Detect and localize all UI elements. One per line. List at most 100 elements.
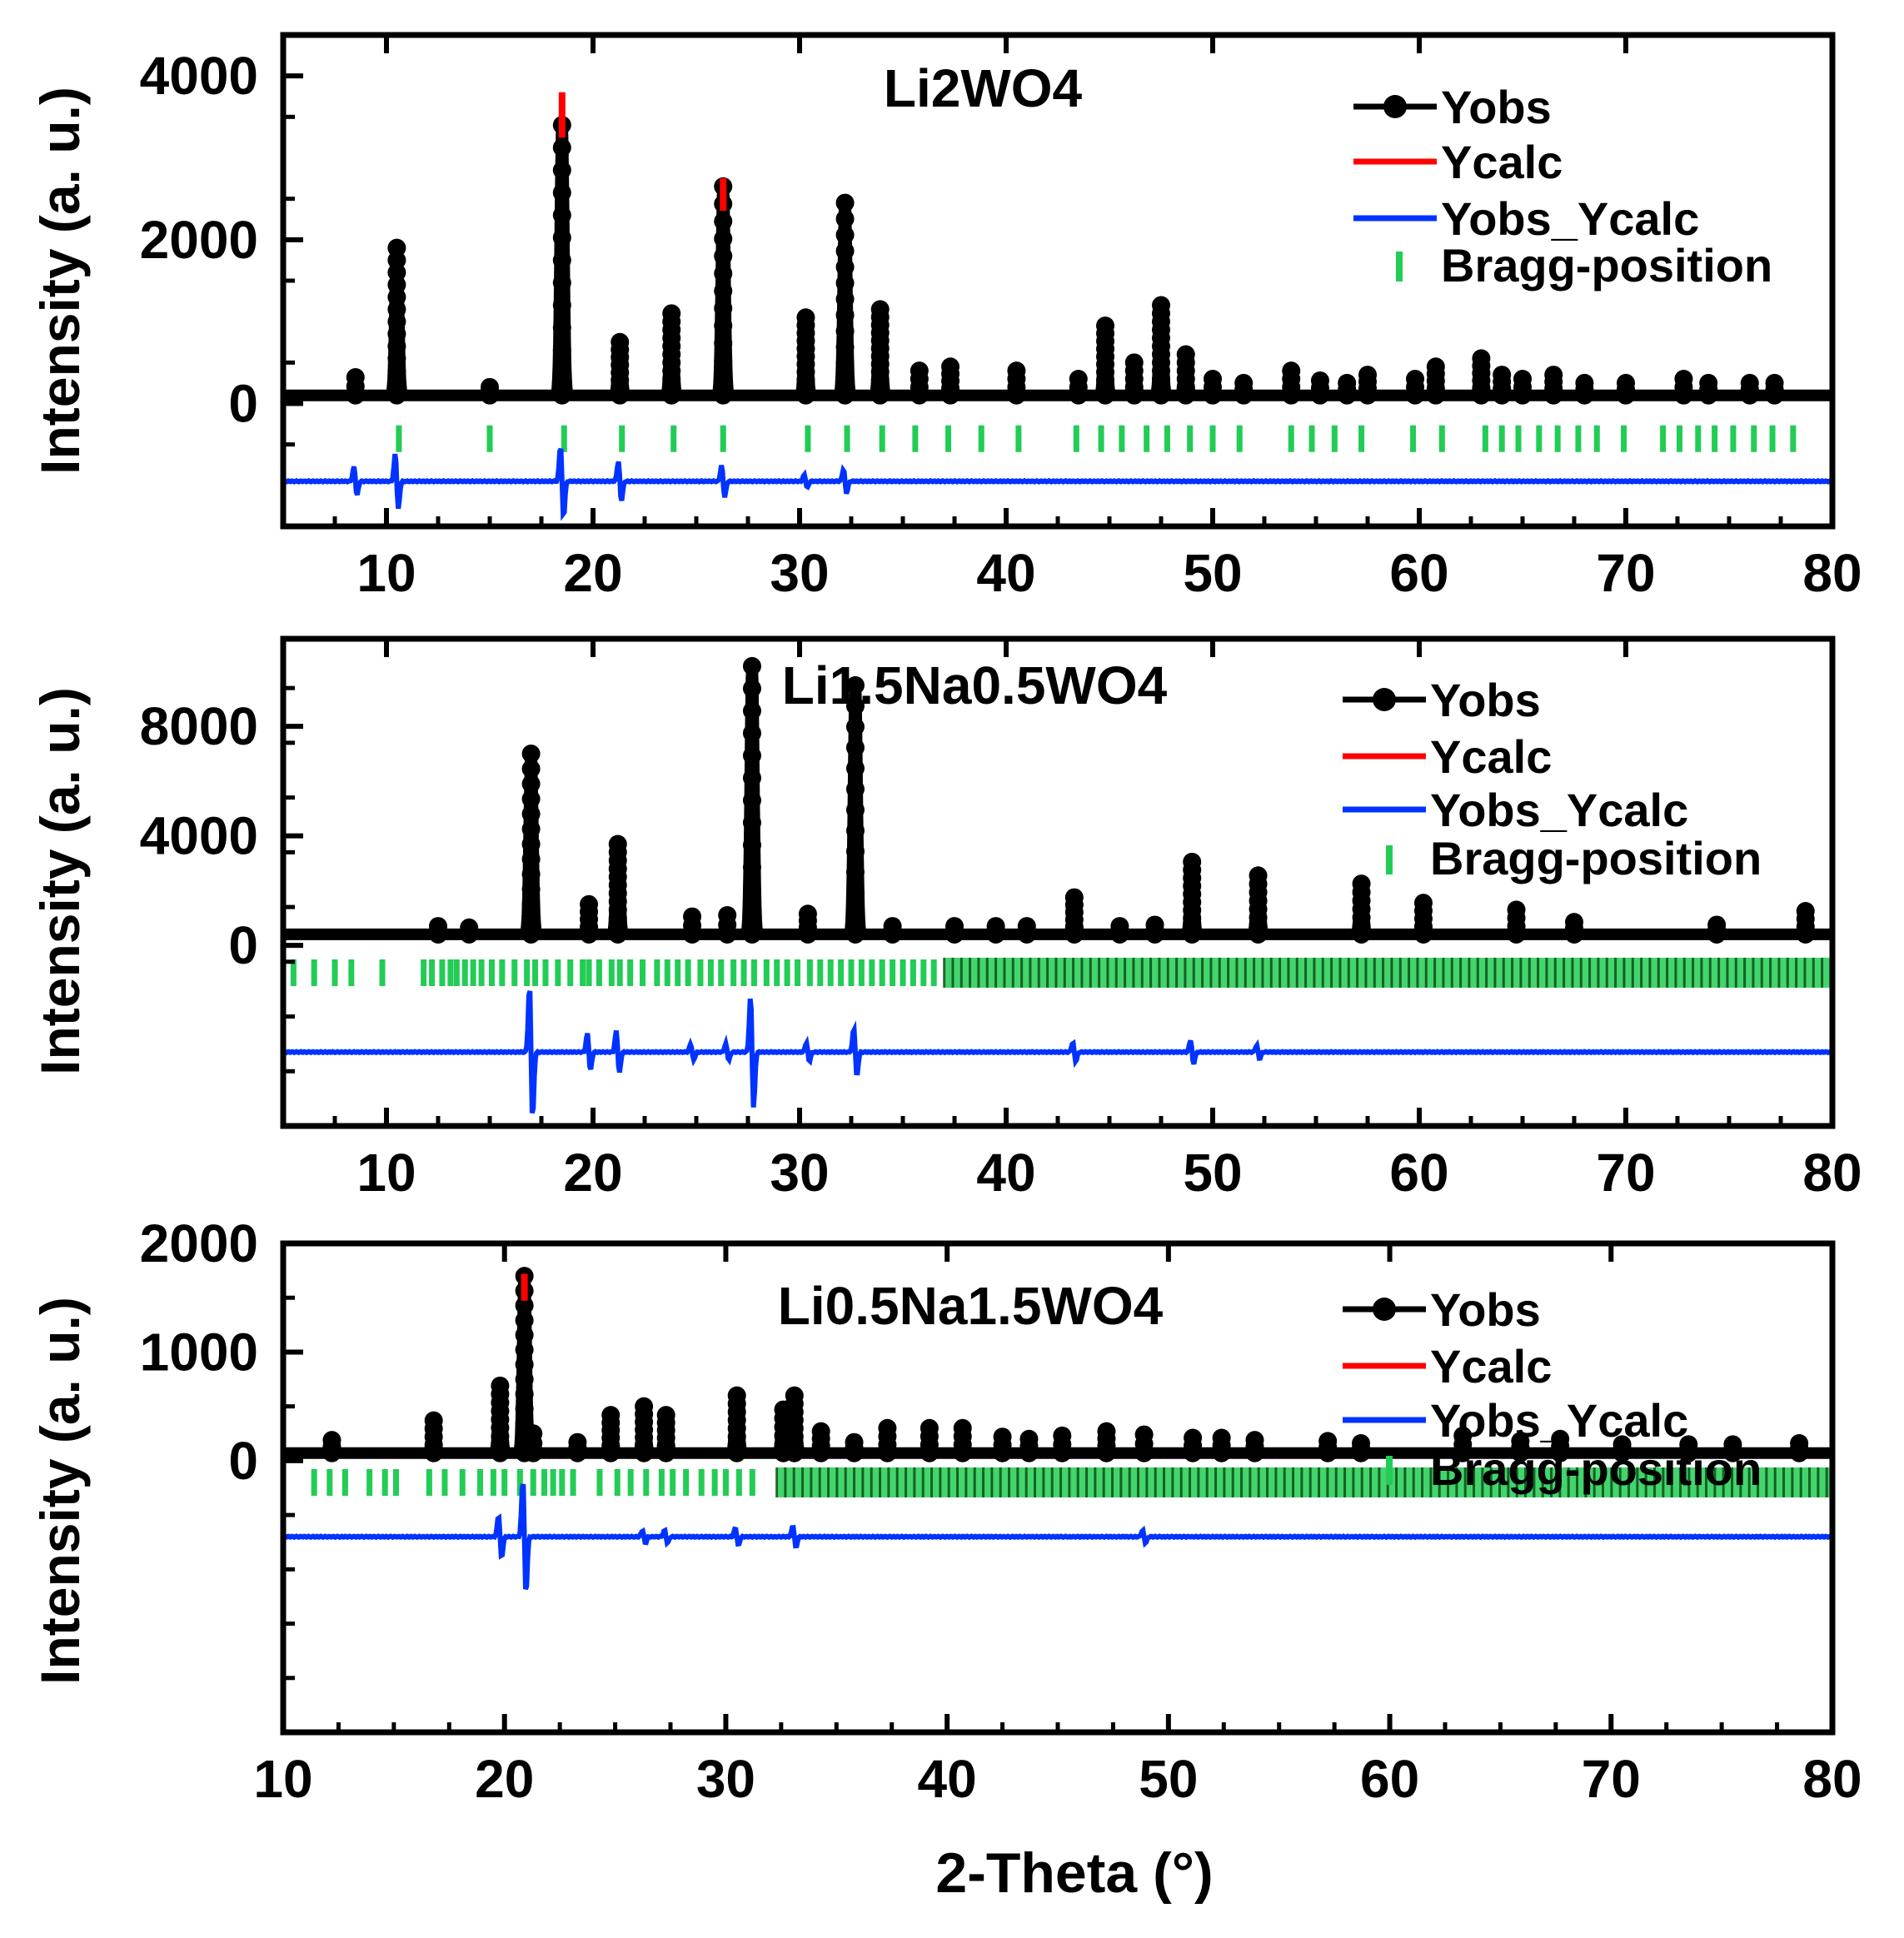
observed-marker [845,800,865,820]
observed-marker [552,386,571,405]
observed-marker [742,701,761,720]
observed-marker [635,1397,654,1416]
observed-marker [656,1406,675,1425]
observed-marker [521,924,541,944]
observed-marker [742,835,761,854]
observed-marker [1096,316,1115,336]
observed-marker [796,308,815,327]
observed-marker [515,1384,534,1403]
observed-marker [1212,1428,1231,1447]
observed-marker [552,228,571,247]
observed-marker [835,370,855,389]
observed-marker [387,238,406,257]
y-tick-label: 2000 [140,210,258,270]
observed-marker [1617,373,1635,392]
observed-marker [835,290,855,309]
x-tick-label: 20 [475,1749,534,1809]
observed-marker [521,745,541,764]
observed-series [277,656,1838,944]
observed-marker [845,759,865,778]
y-tick-label: 1000 [140,1322,258,1382]
observed-marker [1352,1434,1371,1453]
y-tick-label: 2000 [140,1213,258,1273]
observed-marker [835,242,855,261]
observed-marker [1565,913,1583,932]
observed-marker [845,696,865,715]
y-axis-label: Intensity (a. u.) [29,1297,91,1685]
observed-marker [742,769,761,788]
observed-marker [811,1422,830,1441]
observed-marker [1674,370,1693,388]
observed-marker [845,924,865,944]
observed-marker [1612,1435,1632,1454]
observed-marker [1145,915,1164,934]
observed-marker [552,273,571,292]
x-tick-label: 30 [696,1749,755,1809]
legend-bragg-label: Bragg-position [1441,239,1772,291]
observed-marker [521,834,541,854]
observed-marker [798,904,817,924]
y-axis-label: Intensity (a. u.) [29,87,91,475]
observed-marker [714,229,733,248]
observed-marker [1796,902,1815,921]
observed-marker [1124,353,1144,372]
observed-marker [1551,1429,1570,1448]
x-tick-label: 40 [976,1143,1035,1203]
observed-marker [714,281,733,301]
observed-marker [878,1418,897,1437]
x-tick-label: 40 [918,1749,977,1809]
observed-marker [552,161,571,180]
observed-marker [521,894,541,914]
legend-diff-label: Yobs_Ycalc [1430,1394,1688,1447]
observed-marker [1310,371,1329,390]
x-tick-label: 30 [770,1143,829,1203]
observed-marker [742,813,761,832]
observed-marker [515,1355,534,1374]
observed-marker [714,299,733,318]
observed-marker [742,903,761,922]
observed-marker [552,363,571,382]
observed-marker [953,1418,972,1437]
difference-curve [282,447,1834,521]
axes-layer: 10 20 30 40 50 60 70 80 0 2000 4000 [140,32,1862,603]
x-tick-label: 60 [1389,543,1448,603]
observed-marker [460,918,479,937]
x-tick-label: 70 [1596,1143,1655,1203]
observed-marker [742,880,761,899]
observed-marker [742,858,761,877]
observed-marker [1097,1422,1116,1441]
observed-marker [870,300,890,319]
observed-marker [845,863,865,882]
x-tick-label: 50 [1139,1749,1198,1809]
panel-title: Li1.5Na0.5WO4 [782,655,1168,715]
observed-marker [552,296,571,315]
plot-layer [277,1267,1838,1591]
x-tick-label: 40 [976,543,1035,603]
legend-bragg-label: Bragg-position [1430,1442,1762,1495]
legend-calc-label: Ycalc [1430,730,1552,783]
legend-obs-label: Yobs [1430,1283,1541,1336]
observed-marker [718,905,737,924]
legend-obs-marker [1373,688,1396,711]
observed-marker [845,821,865,840]
legend-obs-label: Yobs [1430,674,1541,726]
observed-marker [601,1406,621,1425]
y-tick-label: 0 [228,1431,258,1491]
observed-marker [1183,852,1202,871]
observed-marker [993,1427,1012,1447]
y-tick-label: 0 [228,374,258,434]
observed-marker [1176,345,1195,364]
legend-calc-label: Ycalc [1441,136,1563,188]
observed-marker [1765,373,1784,392]
observed-marker [568,1432,587,1452]
plot-layer [277,92,1838,521]
legend-calc-label: Ycalc [1430,1340,1552,1392]
observed-marker [515,1311,534,1330]
bragg-markers [290,957,1832,988]
y-tick-label: 8000 [140,696,258,756]
panel-li2wo4: 10 20 30 40 50 60 70 80 0 2000 4000 Li2WO4 Intensi… [29,32,1862,603]
observed-marker [611,332,630,351]
observed-marker [515,1370,534,1389]
